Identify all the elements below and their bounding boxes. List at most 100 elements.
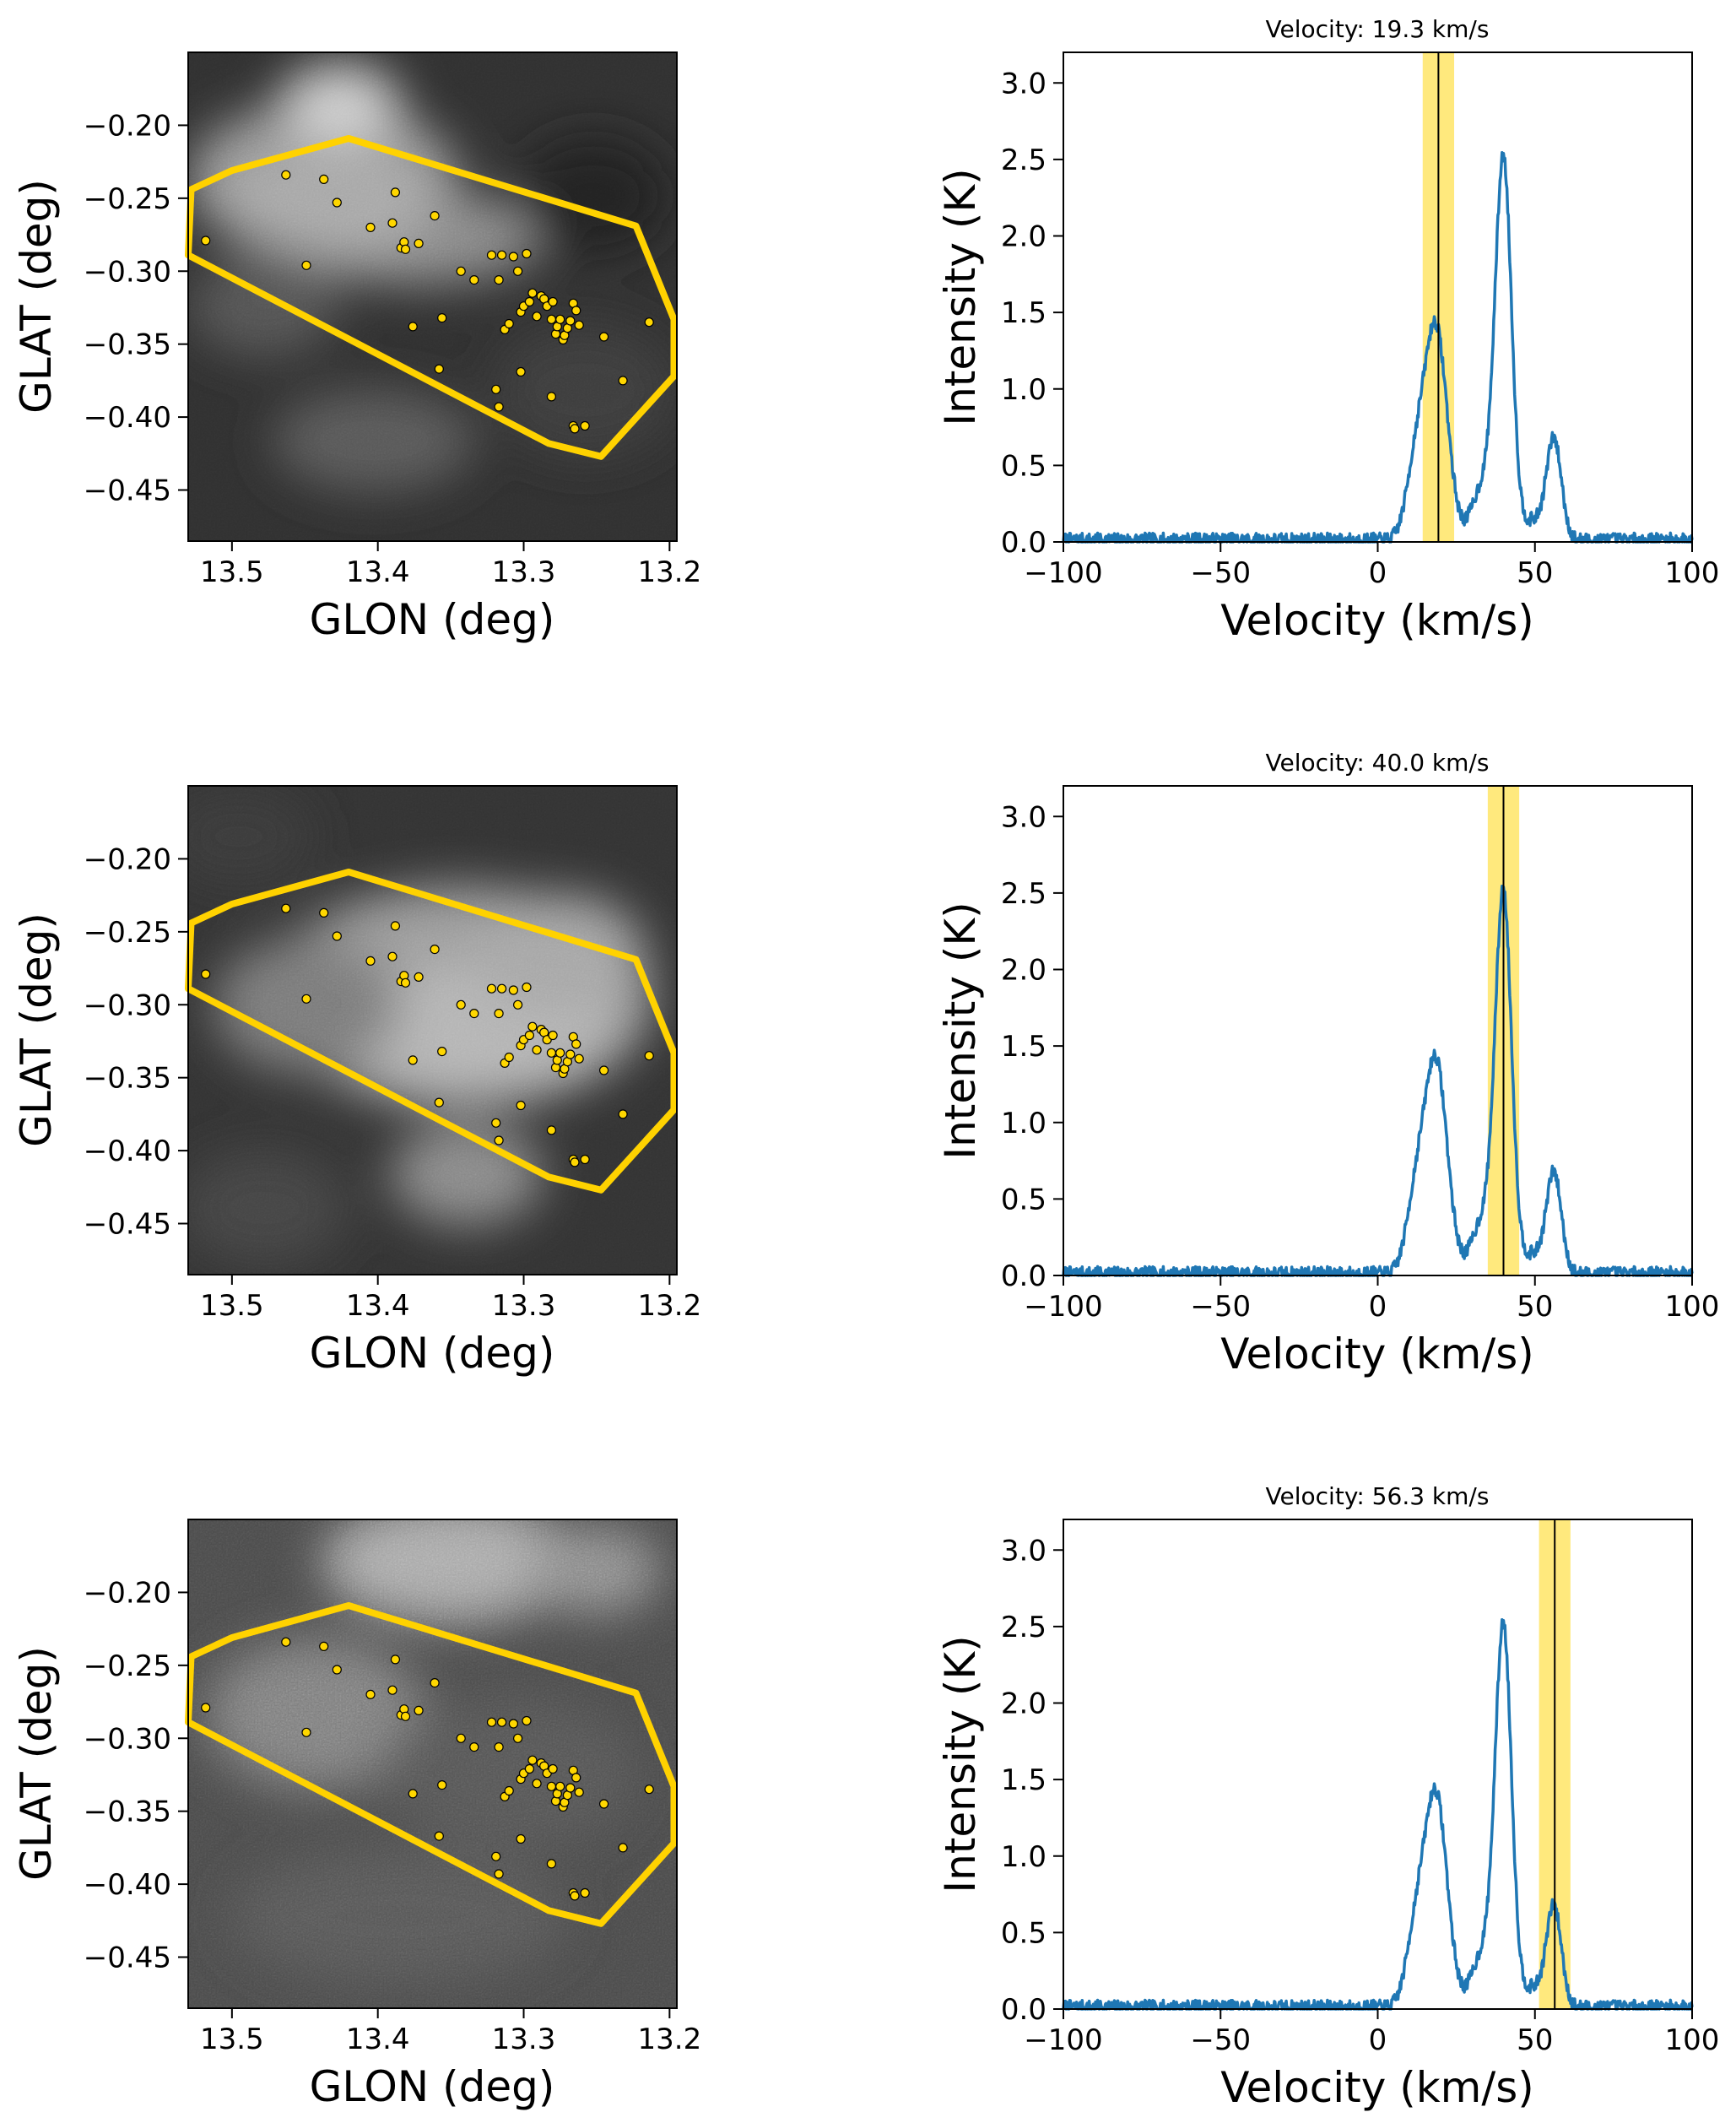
x-tick-label: 13.5 bbox=[200, 1289, 264, 1323]
y-tick-label: −0.35 bbox=[84, 328, 171, 362]
source-point bbox=[532, 1045, 542, 1055]
map-overlay-3 bbox=[185, 1602, 678, 1927]
x-tick-label: 13.4 bbox=[346, 2023, 410, 2056]
source-point bbox=[494, 1008, 504, 1019]
map-image-2 bbox=[188, 786, 677, 1275]
spectrum-title-3: Velocity: 56.3 km/s bbox=[1266, 1482, 1490, 1510]
y-tick-label: −0.45 bbox=[84, 1942, 171, 1975]
spectrum-frame-3 bbox=[1063, 1519, 1693, 2010]
spectrum-line bbox=[1062, 1617, 1694, 2011]
source-point bbox=[524, 1763, 535, 1774]
source-point bbox=[527, 288, 538, 298]
x-tick-label: −50 bbox=[1190, 556, 1251, 590]
spectrum-ylabel-1: Intensity (K) bbox=[936, 168, 985, 425]
map-xlabel-3: GLON (deg) bbox=[310, 2062, 555, 2111]
source-point bbox=[522, 1715, 532, 1726]
y-tick-label: −0.20 bbox=[84, 1576, 171, 1610]
map-image-3 bbox=[188, 1519, 677, 2008]
source-point bbox=[570, 1157, 580, 1167]
source-point bbox=[430, 944, 440, 955]
map-yticks-2: −0.20 −0.25 −0.30 −0.35 −0.40 −0.45 bbox=[84, 842, 188, 1242]
region-polygon bbox=[185, 135, 678, 460]
x-tick-label: 13.3 bbox=[492, 1289, 556, 1323]
y-tick-label: 3.0 bbox=[1001, 1534, 1046, 1568]
source-point bbox=[400, 244, 411, 254]
spectrum-xlabel-2: Velocity (km/s) bbox=[1220, 1330, 1534, 1378]
source-point bbox=[430, 211, 440, 221]
y-tick-label: −0.35 bbox=[84, 1062, 171, 1096]
map-ylabel-1: GLAT (deg) bbox=[12, 179, 61, 414]
source-point bbox=[414, 972, 424, 983]
map-xlabel-2: GLON (deg) bbox=[310, 1329, 555, 1378]
spectrum-frame-2 bbox=[1063, 785, 1693, 1276]
source-point bbox=[456, 999, 466, 1010]
y-tick-label: 2.5 bbox=[1001, 144, 1046, 177]
source-point bbox=[644, 1051, 654, 1061]
x-tick-label: 50 bbox=[1517, 2023, 1553, 2057]
source-point bbox=[565, 316, 576, 326]
source-point bbox=[408, 1789, 418, 1799]
source-point bbox=[319, 174, 329, 184]
source-point bbox=[546, 1859, 557, 1869]
x-tick-label: 13.2 bbox=[638, 2023, 702, 2056]
source-point bbox=[516, 1833, 526, 1844]
spectrum-line bbox=[1062, 884, 1694, 1277]
map-panel-1: 13.5 13.4 13.3 13.2 −0.20−0.25−0.30−0.35−0.… bbox=[12, 51, 702, 644]
source-point bbox=[390, 921, 400, 931]
y-tick-label: −0.25 bbox=[84, 916, 171, 950]
source-point bbox=[491, 1118, 501, 1128]
source-point bbox=[571, 1039, 581, 1049]
y-tick-label: 1.5 bbox=[1001, 296, 1046, 330]
source-point bbox=[494, 1742, 504, 1752]
source-point bbox=[390, 187, 400, 198]
source-point bbox=[332, 931, 342, 941]
y-tick-label: −0.25 bbox=[84, 1649, 171, 1683]
source-point bbox=[301, 1727, 311, 1737]
source-point bbox=[546, 392, 557, 402]
spectrum-title-2: Velocity: 40.0 km/s bbox=[1266, 749, 1490, 777]
source-point bbox=[301, 260, 311, 270]
source-point bbox=[580, 1887, 590, 1898]
source-point bbox=[504, 1052, 514, 1063]
spectrum-xlabel-1: Velocity (km/s) bbox=[1220, 596, 1534, 645]
source-point bbox=[512, 999, 523, 1010]
source-point bbox=[508, 985, 519, 995]
source-point bbox=[414, 238, 424, 248]
source-point bbox=[546, 1125, 557, 1135]
source-point bbox=[527, 1755, 538, 1765]
y-tick-label: 1.0 bbox=[1001, 1840, 1046, 1874]
x-tick-label: 50 bbox=[1517, 1290, 1553, 1324]
map-frame-3 bbox=[187, 1519, 678, 2009]
x-tick-label: 13.3 bbox=[492, 2023, 556, 2056]
source-point bbox=[644, 317, 654, 328]
source-point bbox=[574, 1053, 584, 1064]
source-point bbox=[618, 1843, 628, 1853]
y-tick-label: 3.0 bbox=[1001, 67, 1046, 100]
y-tick-label: 0.0 bbox=[1001, 1259, 1046, 1293]
source-point bbox=[508, 252, 519, 262]
spectrum-content-3: −100 −50 0 50 100 0.0 0.5 1.0 1.5 2.0 2.5 3.0 bbox=[1001, 1519, 1719, 2057]
source-point bbox=[390, 1655, 400, 1665]
y-tick-label: 2.0 bbox=[1001, 1687, 1046, 1721]
spectrum-panel-2: −100 −50 0 50 100 0.0 0.5 1.0 1.5 2.0 2.5 3.0 Veloc… bbox=[936, 749, 1719, 1378]
source-point bbox=[437, 1046, 447, 1057]
x-tick-label: 0 bbox=[1369, 2023, 1387, 2057]
source-point bbox=[508, 1719, 519, 1729]
y-tick-label: 1.0 bbox=[1001, 373, 1046, 407]
y-tick-label: 1.5 bbox=[1001, 1030, 1046, 1064]
source-point bbox=[516, 1100, 526, 1111]
source-point bbox=[456, 266, 466, 276]
y-tick-label: 0.5 bbox=[1001, 1183, 1046, 1216]
x-tick-label: 13.2 bbox=[638, 555, 702, 589]
y-tick-label: −0.25 bbox=[84, 182, 171, 216]
y-tick-label: −0.30 bbox=[84, 1722, 171, 1756]
source-point bbox=[565, 1783, 576, 1793]
x-tick-label: 50 bbox=[1517, 556, 1553, 590]
source-point bbox=[400, 1711, 411, 1721]
source-point bbox=[434, 1097, 444, 1108]
source-point bbox=[496, 1717, 507, 1727]
source-point bbox=[504, 318, 514, 329]
map-panel-3: 13.5 13.4 13.3 13.2 −0.20−0.25−0.30−0.35−0.… bbox=[12, 1519, 702, 2111]
source-point bbox=[365, 1689, 376, 1700]
source-point bbox=[618, 376, 628, 386]
